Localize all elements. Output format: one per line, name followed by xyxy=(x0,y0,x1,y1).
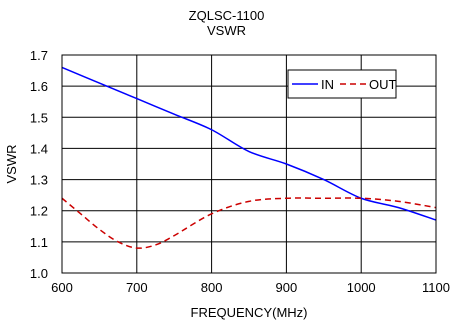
y-tick-label: 1.5 xyxy=(30,110,48,125)
y-tick-label: 1.1 xyxy=(30,235,48,250)
y-tick-label: 1.2 xyxy=(30,204,48,219)
x-tick-label: 1100 xyxy=(422,280,450,295)
y-tick-label: 1.4 xyxy=(30,141,48,156)
x-tick-label: 700 xyxy=(126,280,148,295)
x-tick-label: 1000 xyxy=(347,280,376,295)
plot-border xyxy=(61,54,437,274)
legend-label-out: OUT xyxy=(369,77,397,92)
y-axis-label: VSWR xyxy=(4,145,19,184)
y-tick-label: 1.6 xyxy=(30,79,48,94)
x-tick-label: 600 xyxy=(51,280,73,295)
series-line-in xyxy=(61,66,437,221)
y-tick-label: 1.7 xyxy=(30,48,48,63)
x-axis-label: FREQUENCY(MHz) xyxy=(191,305,308,320)
tick-labels: 600 700 800 900 1000 1100 1.0 1.1 1.2 1.3 1.4 1.5 1.… xyxy=(30,48,450,295)
y-tick-label: 1.0 xyxy=(30,266,48,281)
x-tick-label: 800 xyxy=(201,280,223,295)
legend-label-in: IN xyxy=(321,77,334,92)
x-tick-label: 900 xyxy=(276,280,298,295)
y-tick-label: 1.3 xyxy=(30,173,48,188)
legend: IN OUT xyxy=(287,69,397,99)
series-lines xyxy=(61,66,437,249)
chart-subtitle: VSWR xyxy=(207,23,246,38)
series-line-out xyxy=(61,197,437,249)
chart-title: ZQLSC-1100 xyxy=(188,8,265,23)
